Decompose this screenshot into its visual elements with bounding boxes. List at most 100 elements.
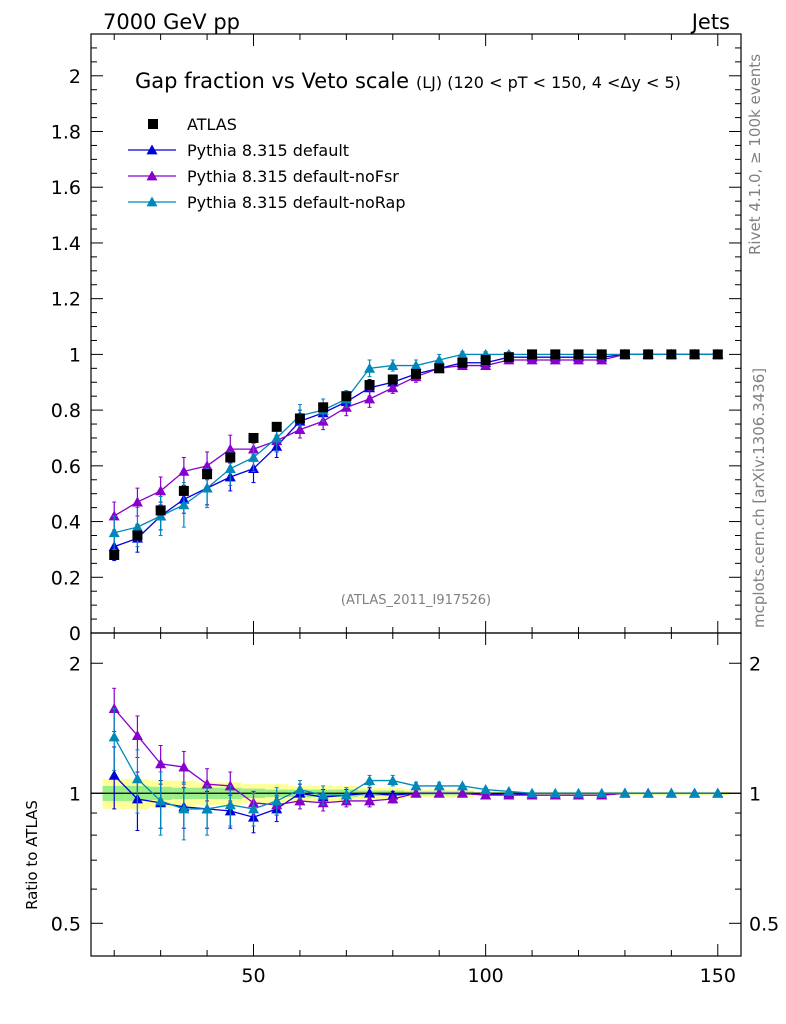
data-point [619,349,630,360]
ratio-y-tick-label-right: 2 [749,653,761,675]
data-point [456,787,468,798]
data-point [456,780,468,791]
data-point [410,780,422,791]
data-point [294,413,305,424]
data-point [146,196,158,207]
data-point [146,144,158,155]
y-tick-label: 1 [69,344,81,366]
data-point [526,354,538,365]
data-point [480,784,492,794]
data-point [271,432,283,443]
data-point [387,793,399,804]
data-point [108,527,120,538]
data-point [202,469,213,480]
data-point [596,349,607,360]
data-point [294,424,306,435]
data-point [146,170,158,181]
data-point [178,499,190,510]
plot-title: Gap fraction vs Veto scale [135,69,409,93]
data-point [410,787,422,798]
data-point [643,349,654,360]
data-point [109,549,120,560]
data-point [549,787,561,798]
data-point [178,803,190,814]
data-point [178,761,190,772]
y-tick-label: 1.4 [51,233,81,255]
data-point [549,354,561,365]
data-point [340,789,352,800]
data-point [155,510,167,521]
data-point [271,795,283,806]
data-point [457,357,468,368]
legend-label: ATLAS [187,115,237,134]
data-point [480,789,492,800]
ratio-frame [90,632,742,957]
x-tick-label: 100 [468,965,504,987]
data-point [364,362,376,373]
data-point [178,465,190,476]
data-point [178,485,189,496]
data-point [573,787,584,798]
data-point [271,421,282,432]
data-point [480,360,492,370]
data-point [387,775,399,785]
data-point [619,787,631,798]
data-point [689,349,700,360]
data-point [155,505,166,516]
series-line [113,353,718,548]
series-atlas [109,349,723,560]
data-point [526,787,538,798]
data-point [666,349,677,360]
y-tick-label: 1.2 [51,289,81,311]
data-point [433,787,445,798]
data-point [224,463,236,474]
data-point [364,787,376,798]
data-point [573,354,584,365]
energy-label: 7000 GeV pp [103,10,240,34]
data-point [248,451,259,462]
data-point [108,703,120,714]
legend-label: Pythia 8.315 default-noFsr [187,167,399,186]
analysis-watermark: (ATLAS_2011_I917526) [341,593,491,608]
data-point [503,785,515,796]
data-point [387,374,398,385]
ratio-y-tick-label-right: 0.5 [749,913,779,935]
ratio-series-2 [108,708,724,841]
ratio-y-tick-label: 2 [69,653,81,675]
ratio-axis-label: Ratio to ATLAS [23,800,41,910]
data-point [318,402,329,413]
data-point [411,368,421,379]
data-point [155,795,167,806]
x-tick-label: 50 [241,965,265,987]
legend: ATLAS Pythia 8.315 default Pythia 8.315 de… [128,115,405,212]
y-tick-label: 0.6 [51,456,81,478]
mcplots-label: mcplots.cern.ch [arXiv:1306.3436] [750,368,768,628]
data-point [201,778,213,789]
data-point [364,795,376,806]
data-point [108,731,120,742]
data-point [364,380,375,391]
data-point [155,485,167,496]
data-point [341,391,352,402]
x-tick-label: 150 [700,965,736,987]
process-label: Jets [690,10,730,34]
y-tick-label: 2 [69,66,81,88]
data-point [503,352,514,363]
data-point [131,496,143,507]
ratio-y-tick-label-right: 1 [749,783,761,805]
data-point [224,780,236,791]
data-point [317,789,329,800]
data-point [364,775,376,785]
data-point [573,349,584,360]
data-point [434,363,445,374]
data-point [387,360,399,370]
y-tick-label: 1.6 [51,177,81,199]
data-point [596,354,608,365]
data-point [201,460,213,471]
data-point [224,443,236,454]
ratio-panel: 0.5 0.5 1 1 2 2 50 100 150 [51,632,779,987]
data-point [410,360,422,370]
data-point [596,787,608,798]
rivet-version-label: Rivet 4.1.0, ≥ 100k events [746,54,764,255]
ratio-y-tick-label: 0.5 [51,913,81,935]
